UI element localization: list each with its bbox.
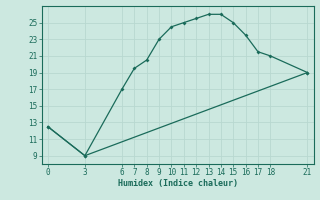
X-axis label: Humidex (Indice chaleur): Humidex (Indice chaleur) [118,179,237,188]
